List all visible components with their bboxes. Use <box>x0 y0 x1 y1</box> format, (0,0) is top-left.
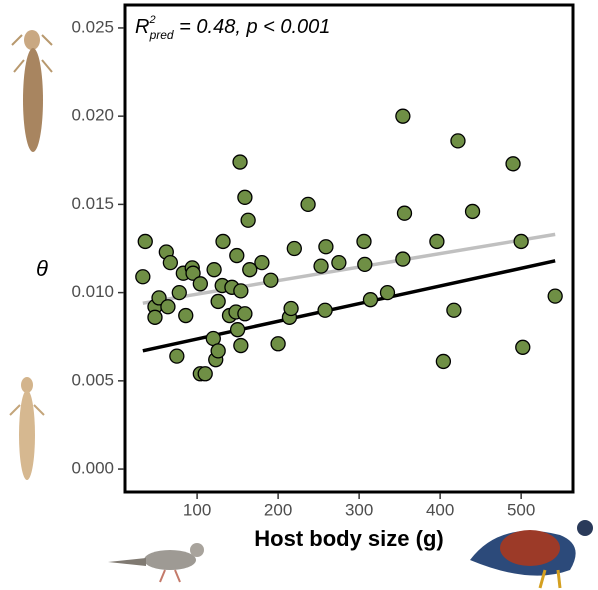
point <box>135 269 151 285</box>
point <box>429 233 445 250</box>
y-tick-label: 0.000 <box>71 459 114 478</box>
plot-frame <box>123 3 575 494</box>
point <box>178 307 194 324</box>
annotation-base: R <box>135 16 149 38</box>
point <box>162 254 179 271</box>
point <box>270 336 286 352</box>
point <box>395 251 411 267</box>
y-tick-label: 0.010 <box>71 282 114 301</box>
point <box>197 366 213 382</box>
point <box>313 258 329 274</box>
regression-line <box>142 232 556 305</box>
y-tick-label: 0.020 <box>71 106 114 125</box>
point <box>215 233 231 250</box>
regression-line <box>142 259 556 353</box>
point <box>233 337 249 354</box>
louse-large <box>11 30 53 152</box>
point <box>169 348 185 364</box>
point <box>206 262 222 278</box>
point <box>547 288 563 304</box>
y-tick-label: 0.015 <box>71 194 114 213</box>
point <box>240 212 256 228</box>
annotation-sup: 2 <box>148 14 155 26</box>
point <box>137 233 153 250</box>
pheasant <box>470 520 593 589</box>
point <box>379 284 396 301</box>
point <box>237 189 253 205</box>
point <box>362 292 379 308</box>
point <box>395 108 411 124</box>
point <box>435 353 452 370</box>
point <box>192 276 208 292</box>
x-tick-label: 100 <box>183 500 211 519</box>
point <box>242 262 258 278</box>
x-tick-label: 400 <box>426 500 454 519</box>
y-axis-label: θ <box>36 256 48 281</box>
point <box>263 272 279 288</box>
point <box>232 154 248 170</box>
point <box>515 339 531 355</box>
point <box>210 343 226 359</box>
y-tick-label: 0.025 <box>71 17 114 36</box>
point <box>160 299 176 315</box>
annotation-rest: = 0.48, p < 0.001 <box>174 16 331 38</box>
annotation: R2 pred = 0.48, p < 0.001 <box>135 14 330 42</box>
louse-small <box>9 377 45 480</box>
point <box>233 283 249 299</box>
point <box>356 233 372 250</box>
point <box>300 196 316 213</box>
point <box>286 240 302 257</box>
point <box>505 156 521 172</box>
point <box>446 302 462 318</box>
point <box>229 247 245 264</box>
y-tick-label: 0.005 <box>71 370 114 389</box>
point <box>147 309 163 325</box>
dove <box>108 543 204 583</box>
point <box>237 306 253 322</box>
point <box>318 239 334 255</box>
annotation-sub: pred <box>149 28 174 42</box>
point <box>450 133 466 149</box>
point <box>357 256 373 273</box>
point <box>185 265 201 281</box>
point <box>317 302 333 318</box>
x-axis-label: Host body size (g) <box>254 526 443 551</box>
point <box>254 254 270 271</box>
point <box>229 322 246 338</box>
x-tick-label: 200 <box>264 500 292 519</box>
point <box>396 205 413 221</box>
point <box>171 284 187 301</box>
point <box>210 293 226 310</box>
x-tick-label: 300 <box>345 500 373 519</box>
point <box>331 254 347 271</box>
x-tick-label: 500 <box>507 500 535 519</box>
point <box>464 203 481 220</box>
point <box>283 300 299 317</box>
point <box>513 233 529 250</box>
